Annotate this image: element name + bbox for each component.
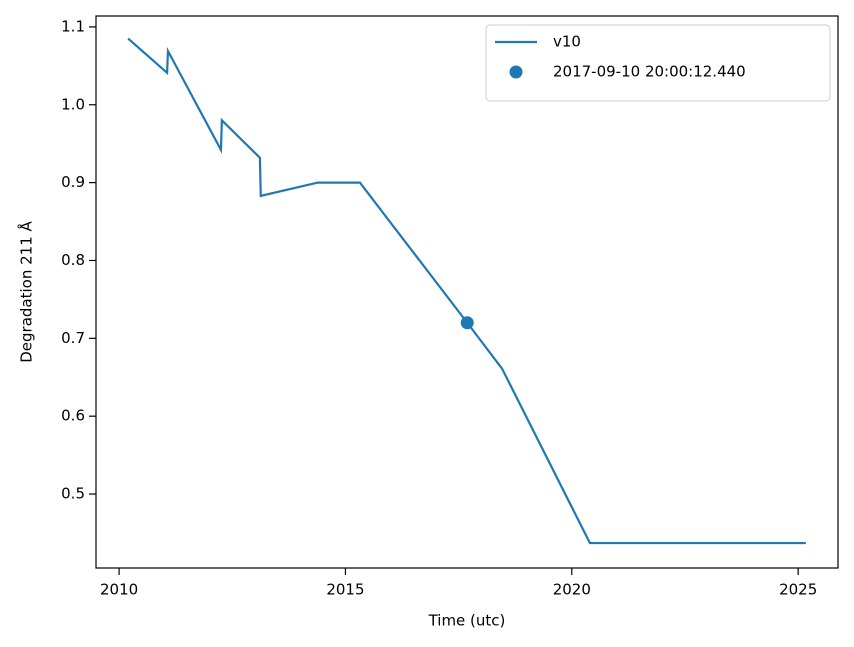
y-tick-label: 0.6: [61, 407, 85, 425]
y-axis-label: Degradation 211 Å: [17, 221, 36, 363]
x-tick-label: 2010: [100, 581, 138, 599]
y-tick-label: 0.8: [61, 251, 85, 269]
data-line: [127, 37, 806, 545]
y-tick-label: 0.9: [61, 173, 85, 191]
y-tick-label: 1.1: [61, 17, 85, 35]
x-tick-label: 2025: [779, 581, 817, 599]
x-tick-label: 2020: [553, 581, 591, 599]
legend-label: 2017-09-10 20:00:12.440: [553, 63, 746, 81]
plot-frame: [95, 15, 839, 569]
x-axis-label: Time (utc): [428, 612, 506, 630]
data-point: [460, 316, 474, 330]
y-tick-label: 1.0: [61, 95, 85, 113]
legend-label: v10: [553, 33, 581, 51]
y-tick-label: 0.5: [61, 485, 85, 503]
y-tick-label: 0.7: [61, 329, 85, 347]
legend-swatch: [509, 65, 523, 79]
legend-box: [485, 24, 831, 102]
x-tick-label: 2015: [326, 581, 364, 599]
